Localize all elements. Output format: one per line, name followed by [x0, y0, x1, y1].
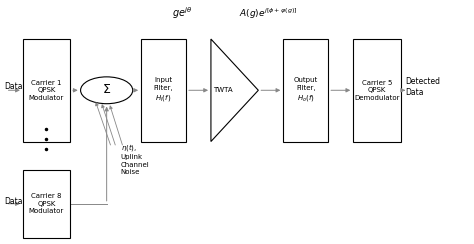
- Text: Data: Data: [5, 82, 23, 91]
- FancyBboxPatch shape: [353, 39, 401, 142]
- Text: Carrier 1
QPSK
Modulator: Carrier 1 QPSK Modulator: [29, 80, 64, 101]
- Circle shape: [81, 77, 133, 104]
- Text: TWTA: TWTA: [213, 87, 233, 93]
- FancyBboxPatch shape: [283, 39, 328, 142]
- Text: $ge^{j\theta}$: $ge^{j\theta}$: [172, 6, 193, 21]
- Text: Detected
Data: Detected Data: [405, 77, 440, 97]
- Polygon shape: [211, 39, 258, 142]
- Text: Output
Filter,
$H_o(f)$: Output Filter, $H_o(f)$: [293, 77, 318, 103]
- Text: Carrier 5
QPSK
Demodulator: Carrier 5 QPSK Demodulator: [354, 80, 400, 101]
- Text: $\Sigma$: $\Sigma$: [102, 82, 111, 96]
- FancyBboxPatch shape: [23, 170, 70, 238]
- Text: $A(g)e^{j[\phi+\varphi(g)]}$: $A(g)e^{j[\phi+\varphi(g)]}$: [238, 6, 297, 21]
- Text: Data: Data: [5, 197, 23, 206]
- Text: $\eta(t),$
Uplink
Channel
Noise: $\eta(t),$ Uplink Channel Noise: [121, 142, 150, 175]
- Text: Carrier 8
QPSK
Modulator: Carrier 8 QPSK Modulator: [29, 193, 64, 214]
- Text: Input
Filter,
$H_I(f)$: Input Filter, $H_I(f)$: [154, 77, 173, 103]
- FancyBboxPatch shape: [23, 39, 70, 142]
- FancyBboxPatch shape: [141, 39, 186, 142]
